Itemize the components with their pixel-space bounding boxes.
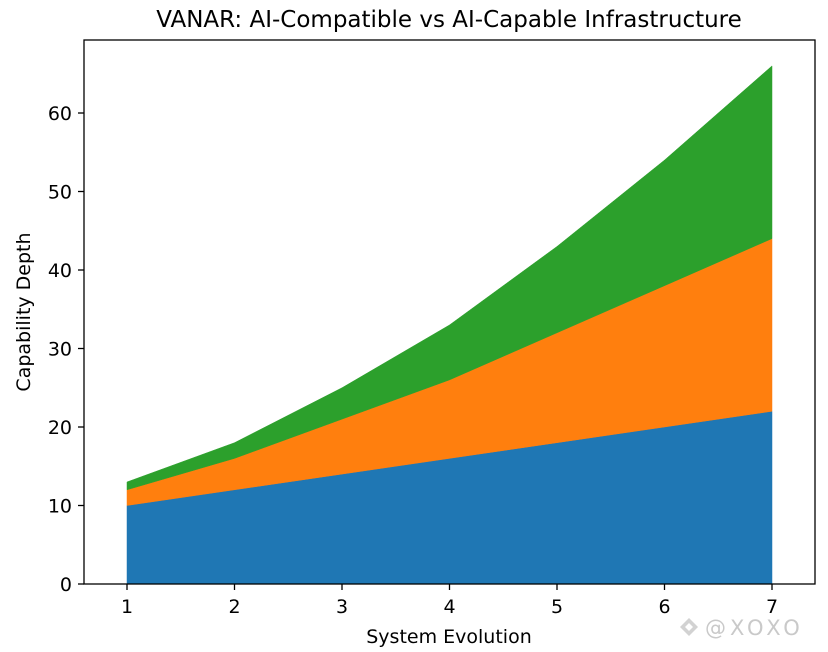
- x-tick-label: 7: [766, 596, 778, 618]
- x-tick-label: 5: [551, 596, 563, 618]
- binance-diamond-icon: [680, 618, 698, 636]
- x-tick-label: 3: [336, 596, 348, 618]
- x-axis: 1 2 3 4 5 6 7: [121, 584, 778, 618]
- y-tick-label: 60: [48, 103, 72, 125]
- y-tick-label: 30: [48, 339, 72, 361]
- area-series-3: [126, 65, 773, 491]
- watermark-text: @XOXO: [705, 616, 804, 640]
- y-tick-label: 0: [60, 574, 72, 596]
- y-tick-label: 10: [48, 496, 72, 518]
- area-series-group: [126, 65, 773, 585]
- y-tick-label: 50: [48, 182, 72, 204]
- x-axis-title: System Evolution: [366, 626, 531, 648]
- x-tick-label: 1: [121, 596, 133, 618]
- x-tick-label: 4: [443, 596, 455, 618]
- x-tick-label: 2: [228, 596, 240, 618]
- watermark: @XOXO: [680, 616, 804, 640]
- y-axis: 0 10 20 30 40 50 60: [48, 103, 84, 596]
- y-axis-title: Capability Depth: [13, 232, 35, 391]
- chart-title: VANAR: AI-Compatible vs AI-Capable Infra…: [156, 7, 742, 33]
- x-tick-label: 6: [658, 596, 670, 618]
- y-tick-label: 40: [48, 260, 72, 282]
- y-tick-label: 20: [48, 417, 72, 439]
